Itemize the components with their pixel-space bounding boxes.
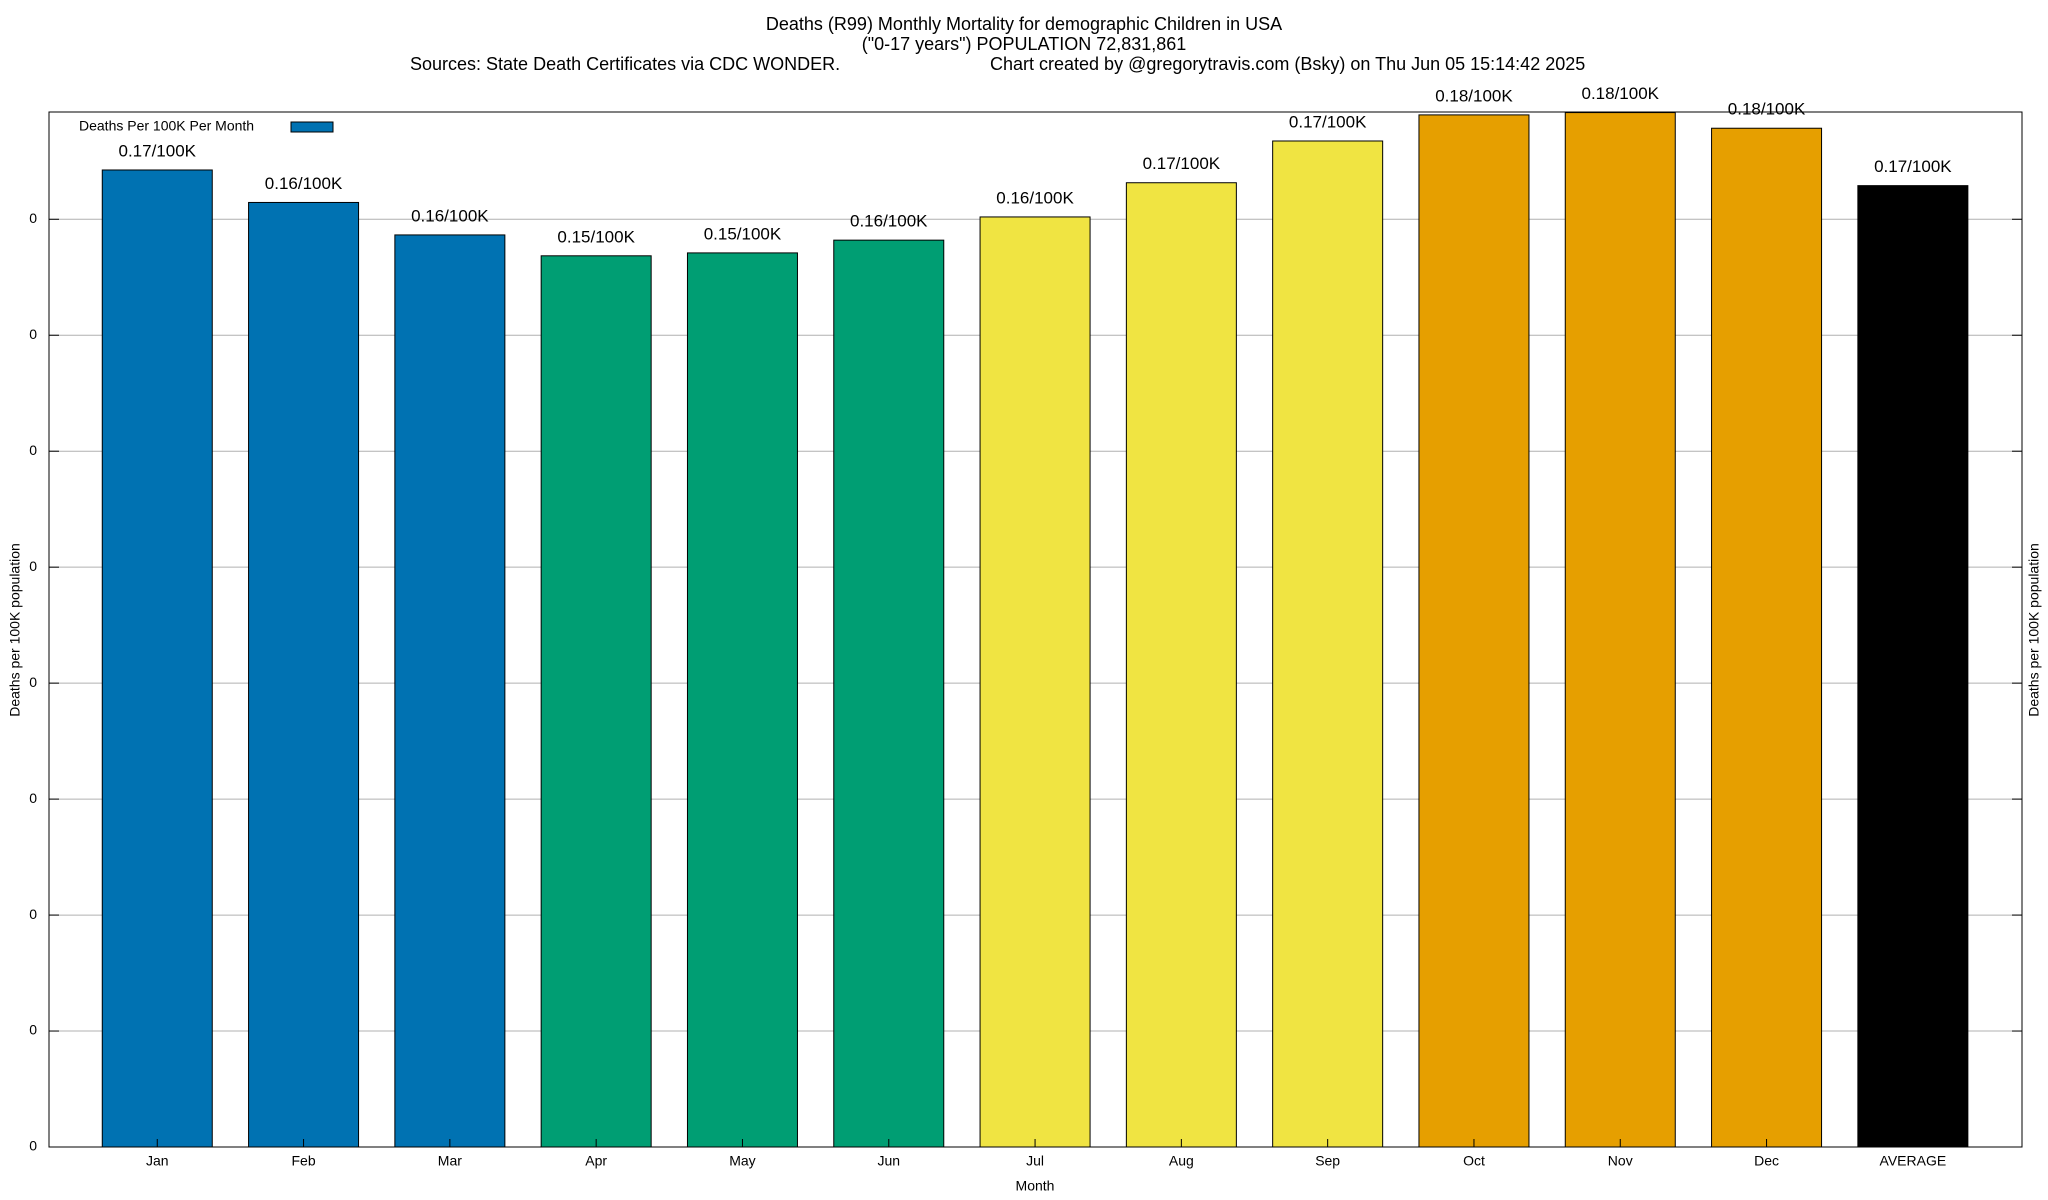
x-tick-label: Nov — [1608, 1153, 1633, 1169]
x-tick-label: Sep — [1315, 1153, 1340, 1169]
bar — [248, 201, 360, 1148]
y-tick-label: 0 — [29, 674, 37, 690]
x-tick-label: Feb — [291, 1153, 315, 1169]
x-tick-label: Aug — [1169, 1153, 1194, 1169]
bar — [1857, 185, 1969, 1148]
x-axis-label: Month — [1016, 1178, 1055, 1194]
y-axis-label: Deaths per 100K population — [7, 543, 23, 717]
x-tick-label: Mar — [438, 1153, 462, 1169]
value-label: 0.17/100K — [119, 141, 197, 160]
chart-title: Deaths (R99) Monthly Mortality for demog… — [766, 14, 1282, 34]
bar — [540, 255, 652, 1148]
bar — [1125, 182, 1237, 1148]
x-tick-label: Apr — [585, 1153, 607, 1169]
y-tick-label: 0 — [29, 326, 37, 342]
value-label: 0.18/100K — [1435, 86, 1513, 105]
value-label: 0.17/100K — [1143, 154, 1221, 173]
x-tick-label: May — [729, 1153, 755, 1169]
bar — [833, 239, 945, 1148]
x-tick-label: Dec — [1754, 1153, 1779, 1169]
source: Sources: State Death Certificates via CD… — [410, 54, 840, 74]
value-label: 0.17/100K — [1289, 112, 1367, 131]
y-tick-label: 0 — [29, 1022, 37, 1038]
bar — [1272, 140, 1384, 1148]
y-axis-label-right: Deaths per 100K population — [2026, 543, 2042, 717]
y-tick-label: 0 — [29, 442, 37, 458]
x-tick-label: Jun — [877, 1153, 900, 1169]
bar — [101, 169, 213, 1148]
bar — [1711, 127, 1823, 1148]
value-label: 0.16/100K — [411, 206, 489, 225]
x-tick-label: Jan — [146, 1153, 169, 1169]
value-label: 0.18/100K — [1728, 100, 1806, 119]
legend-label: Deaths Per 100K Per Month — [79, 118, 254, 134]
x-tick-label: AVERAGE — [1880, 1153, 1947, 1169]
value-label: 0.16/100K — [996, 188, 1074, 207]
bar — [979, 216, 1091, 1148]
value-label: 0.16/100K — [850, 212, 928, 231]
y-tick-label: 0 — [29, 210, 37, 226]
value-label: 0.15/100K — [557, 227, 635, 246]
legend-swatch — [290, 121, 334, 133]
bar — [394, 234, 506, 1148]
credit: Chart created by @gregorytravis.com (Bsk… — [990, 54, 1585, 74]
y-tick-label: 0 — [29, 906, 37, 922]
value-label: 0.18/100K — [1582, 84, 1660, 103]
x-tick-label: Oct — [1463, 1153, 1485, 1169]
chart-subtitle: ("0-17 years") POPULATION 72,831,861 — [862, 34, 1187, 54]
x-tick-label: Jul — [1026, 1153, 1044, 1169]
bar — [686, 252, 798, 1148]
y-tick-label: 0 — [29, 790, 37, 806]
bar — [1418, 114, 1530, 1148]
value-label: 0.16/100K — [265, 174, 343, 193]
value-label: 0.15/100K — [704, 224, 782, 243]
y-tick-label: 0 — [29, 558, 37, 574]
value-label: 0.17/100K — [1874, 157, 1952, 176]
bar — [1564, 112, 1676, 1148]
y-tick-label: 0 — [29, 1138, 37, 1154]
